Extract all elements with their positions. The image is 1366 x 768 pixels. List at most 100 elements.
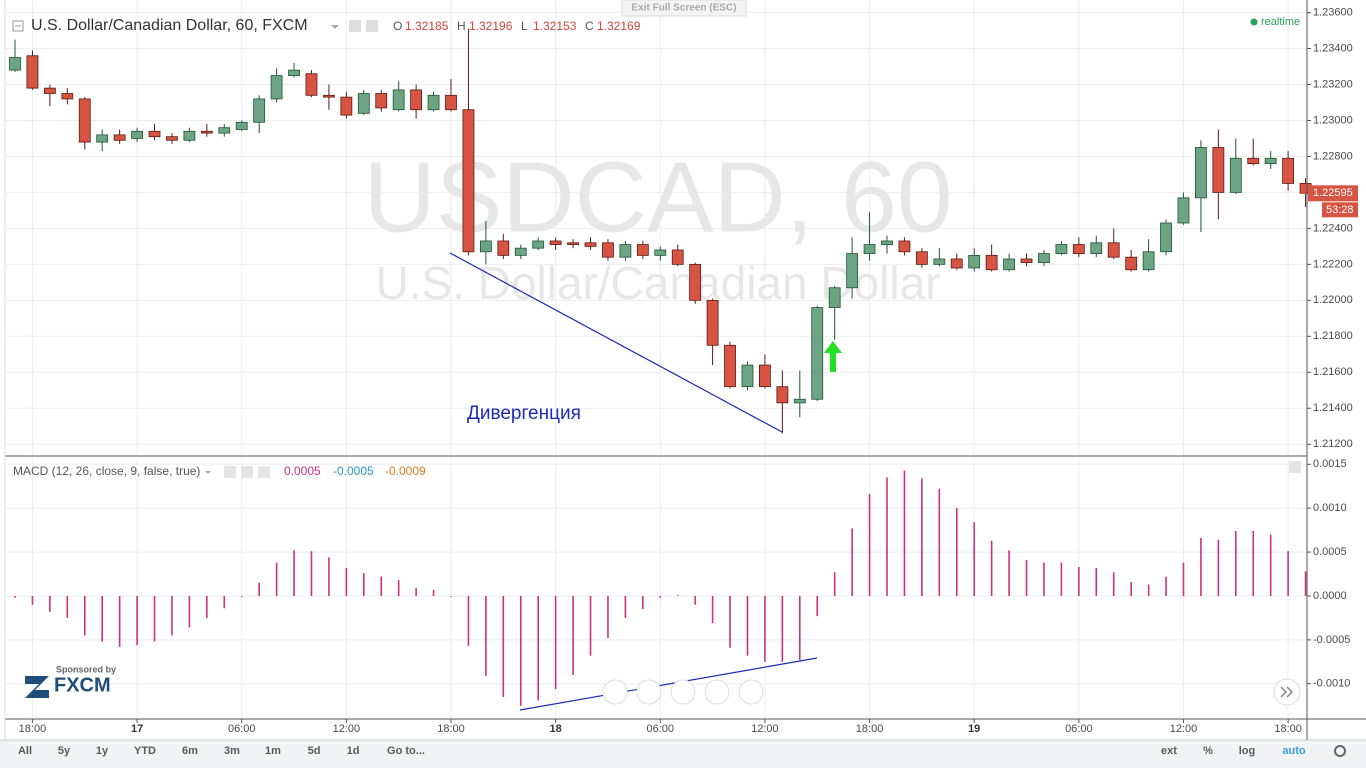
pane-button[interactable] <box>1289 461 1301 473</box>
settings-icon[interactable] <box>366 20 378 32</box>
candle-body <box>288 69 300 76</box>
candle-body <box>148 130 161 138</box>
x-tick-label: 18 <box>550 723 562 735</box>
dropdown-icon[interactable] <box>331 25 339 29</box>
reset[interactable] <box>670 679 696 705</box>
candle-body <box>131 130 143 139</box>
range-button[interactable]: All <box>18 745 32 757</box>
settings-icon[interactable] <box>241 466 253 478</box>
sponsor-logo <box>25 676 49 698</box>
candle-body <box>235 121 248 130</box>
range-button[interactable]: YTD <box>134 745 156 757</box>
ohlc-legend: O 1.32185 H 1.32196 L 1.32153 C 1.32169 <box>393 19 641 33</box>
candle-body <box>1038 253 1050 263</box>
dropdown-icon[interactable] <box>205 471 211 474</box>
y-tick-label: 1.22000 <box>1313 294 1353 306</box>
candle-body <box>1020 258 1033 263</box>
candle-body <box>933 258 946 265</box>
candle-body <box>1212 147 1225 193</box>
settings-icon[interactable] <box>349 20 361 32</box>
collapse-icon[interactable] <box>12 20 24 32</box>
annotation[interactable]: Дивергенция <box>467 403 581 424</box>
last-price: 1.22595 <box>1313 187 1353 199</box>
marks <box>9 28 1312 706</box>
range-button[interactable]: 1d <box>347 745 360 757</box>
zoom-out[interactable] <box>636 679 662 705</box>
x-tick-label: 18:00 <box>19 723 47 735</box>
scale-button[interactable]: log <box>1239 745 1256 757</box>
x-tick-label: 12:00 <box>751 723 779 735</box>
last-price-box <box>1308 185 1358 202</box>
settings-gear[interactable] <box>1334 745 1346 757</box>
candle-body <box>811 307 824 400</box>
candle-body <box>1072 244 1085 254</box>
y-tick-label: 0.0000 <box>1313 590 1347 602</box>
y-tick-label: -0.0005 <box>1313 634 1350 646</box>
y-tick-label: 1.21400 <box>1313 402 1353 414</box>
candle-body <box>671 249 684 265</box>
candle-body <box>113 134 126 141</box>
trend-line[interactable] <box>519 657 818 711</box>
candle-body <box>1229 157 1242 193</box>
candle-body <box>497 240 510 256</box>
ohlc-value: 1.32196 <box>469 19 513 33</box>
realtime-dot <box>1250 18 1258 26</box>
candle-body <box>968 254 981 269</box>
candle-body <box>706 299 719 346</box>
range-button[interactable]: 1y <box>96 745 109 757</box>
realtime: realtime <box>1261 16 1300 28</box>
y-tick-label: 1.22400 <box>1313 222 1353 234</box>
candle-body <box>1160 222 1172 253</box>
range-button[interactable]: 5d <box>308 745 321 757</box>
exit-fullscreen-box[interactable] <box>621 0 747 17</box>
candle-body <box>1003 258 1015 271</box>
x-tick-label: 06:00 <box>647 723 675 735</box>
candle-body <box>78 98 91 143</box>
x-tick-label: 06:00 <box>1065 723 1093 735</box>
scale-button[interactable]: ext <box>1161 745 1177 757</box>
candle-body <box>514 247 527 256</box>
y-tick-label: 1.23600 <box>1313 6 1353 18</box>
candle-body <box>950 258 963 269</box>
y-tick-label: 1.21200 <box>1313 438 1353 450</box>
exit-fullscreen[interactable]: Exit Full Screen (ESC) <box>631 3 736 14</box>
scroll-end-icon <box>1280 686 1294 698</box>
range-button[interactable]: 5y <box>58 745 71 757</box>
candle-body <box>863 244 876 254</box>
scroll-right[interactable] <box>738 679 764 705</box>
settings-icon[interactable] <box>224 466 236 478</box>
range-button[interactable]: 1m <box>265 745 281 757</box>
candle-body <box>375 93 388 109</box>
scroll-left[interactable] <box>602 679 628 705</box>
candle-body <box>61 93 74 100</box>
trend-line[interactable] <box>449 252 783 433</box>
candle-body <box>270 75 283 100</box>
candle-body <box>410 89 423 111</box>
y-tick-label: 1.21800 <box>1313 330 1353 342</box>
x-tick-label: 17 <box>131 723 143 735</box>
candle-body <box>636 244 649 256</box>
range-button[interactable]: 3m <box>224 745 240 757</box>
candle-body <box>166 136 178 141</box>
x-tick-label: 18:00 <box>1274 723 1302 735</box>
toolbar <box>0 740 1366 768</box>
macd-title: MACD (12, 26, close, 9, false, true) <box>13 464 200 478</box>
x-tick-label: 19 <box>968 723 980 735</box>
arrow-up[interactable] <box>824 341 842 372</box>
candle-body <box>200 130 213 134</box>
candle-body <box>584 242 597 247</box>
candle-body <box>445 94 457 111</box>
zoom-in[interactable] <box>704 679 730 705</box>
range-button[interactable]: 6m <box>182 745 198 757</box>
range-button[interactable]: Go to... <box>387 745 425 757</box>
ohlc-label: H <box>457 19 466 33</box>
scale-button[interactable]: auto <box>1282 745 1306 757</box>
candle-body <box>43 87 56 94</box>
candle-body <box>427 94 440 111</box>
close-icon[interactable] <box>258 466 270 478</box>
scale-button[interactable]: % <box>1203 745 1213 757</box>
ohlc-value: 1.32153 <box>533 19 577 33</box>
